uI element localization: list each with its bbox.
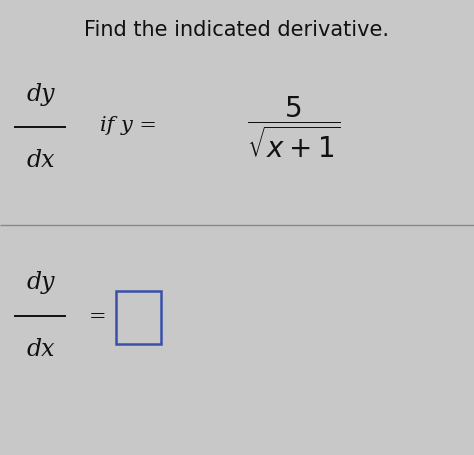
Text: =: =: [88, 307, 106, 326]
Text: $\dfrac{5}{\sqrt{x+1}}$: $\dfrac{5}{\sqrt{x+1}}$: [247, 95, 341, 160]
Text: dy: dy: [26, 271, 55, 294]
Text: if y =: if y =: [100, 116, 156, 135]
Text: dy: dy: [26, 82, 55, 106]
Text: dx: dx: [26, 149, 55, 172]
Text: dx: dx: [26, 338, 55, 361]
Bar: [116, 291, 161, 344]
Text: Find the indicated derivative.: Find the indicated derivative.: [84, 20, 390, 40]
